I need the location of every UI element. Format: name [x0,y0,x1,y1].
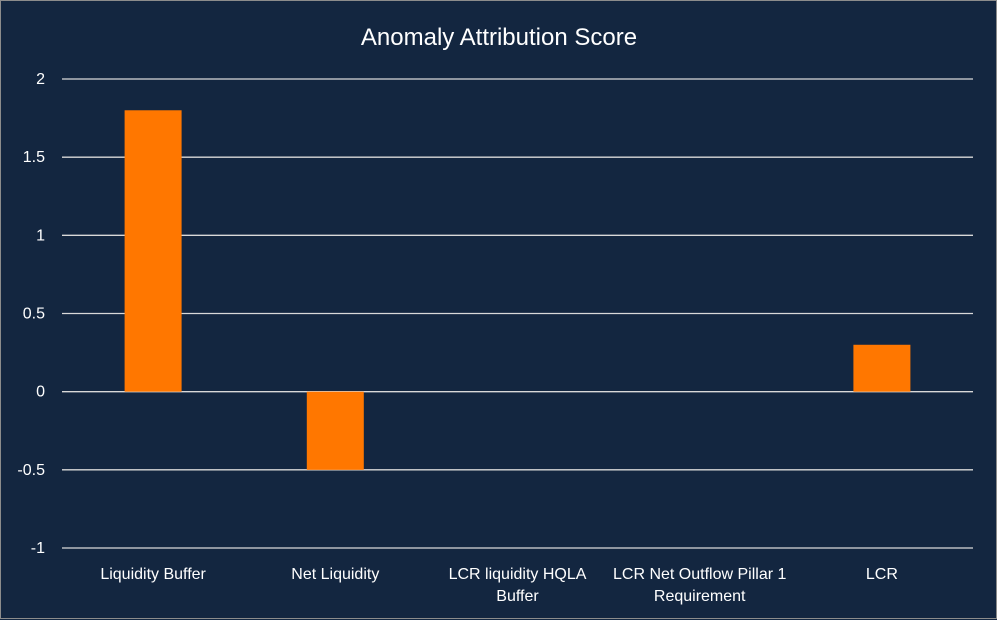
chart-title: Anomaly Attribution Score [361,24,637,51]
gridlines [62,78,973,549]
x-category-label: Requirement [654,588,746,605]
bar [306,391,364,470]
y-tick-label: 0.5 [23,306,45,323]
y-tick-label: 1 [36,227,45,244]
y-tick-label: -0.5 [17,462,45,479]
y-tick-label: 2 [36,71,45,88]
bars [124,110,911,470]
y-tick-label: -1 [31,540,45,557]
y-axis-ticks: 2 1.5 1 0.5 0 -0.5 -1 [17,71,45,557]
y-tick-label: 1.5 [23,149,45,166]
x-category-label: LCR [866,566,898,583]
x-category-label: Buffer [496,588,539,605]
x-axis-categories: Liquidity Buffer Net Liquidity LCR liquidi… [100,566,898,605]
bar [853,344,911,392]
x-category-label: Liquidity Buffer [100,566,206,583]
x-category-label: Net Liquidity [291,566,379,583]
x-category-label: LCR Net Outflow Pillar 1 [613,566,786,583]
x-category-label: LCR liquidity HQLA [449,566,587,583]
bar [124,110,182,392]
y-tick-label: 0 [36,384,45,401]
